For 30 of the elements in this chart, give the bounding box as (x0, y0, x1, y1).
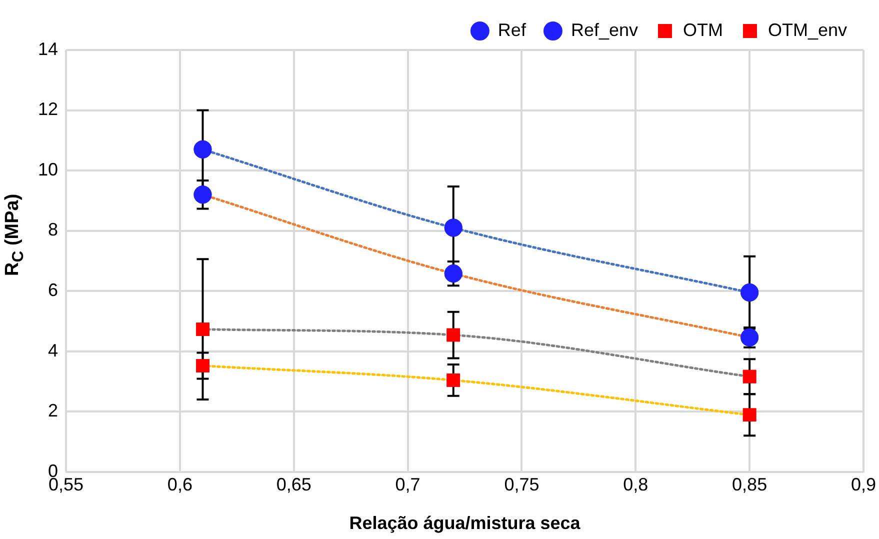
point (194, 140, 212, 158)
x-axis-title: Relação água/mistura seca (349, 513, 582, 534)
y-tick-label: 14 (38, 38, 58, 59)
point (740, 284, 759, 302)
y-tick-label: 8 (48, 220, 58, 240)
y-tick-label: 4 (48, 340, 58, 360)
y-tick-label: 10 (38, 159, 58, 180)
point (194, 186, 212, 204)
point (446, 374, 460, 387)
legend-label: Ref_env (570, 20, 638, 40)
x-tick-label: 0,75 (504, 474, 540, 495)
x-tick-label: 0,9 (850, 474, 876, 495)
point (196, 322, 210, 336)
point (196, 359, 210, 372)
point (444, 218, 462, 237)
x-tick-label: 0,65 (276, 474, 312, 495)
point (742, 370, 756, 384)
legend-label: Ref (498, 20, 527, 40)
point (444, 264, 462, 283)
legend-label: OTM_env (768, 20, 848, 40)
y-tick-label: 12 (38, 99, 58, 120)
x-tick-label: 0,6 (167, 474, 192, 495)
point (742, 408, 756, 422)
x-tick-label: 0,85 (732, 474, 768, 495)
x-tick-label: 0,7 (395, 474, 420, 495)
point (446, 328, 460, 342)
x-tick-label: 0,8 (623, 474, 648, 495)
y-tick-label: 6 (48, 280, 58, 300)
y-tick-label: 2 (48, 400, 58, 421)
legend-label: OTM (682, 20, 723, 40)
